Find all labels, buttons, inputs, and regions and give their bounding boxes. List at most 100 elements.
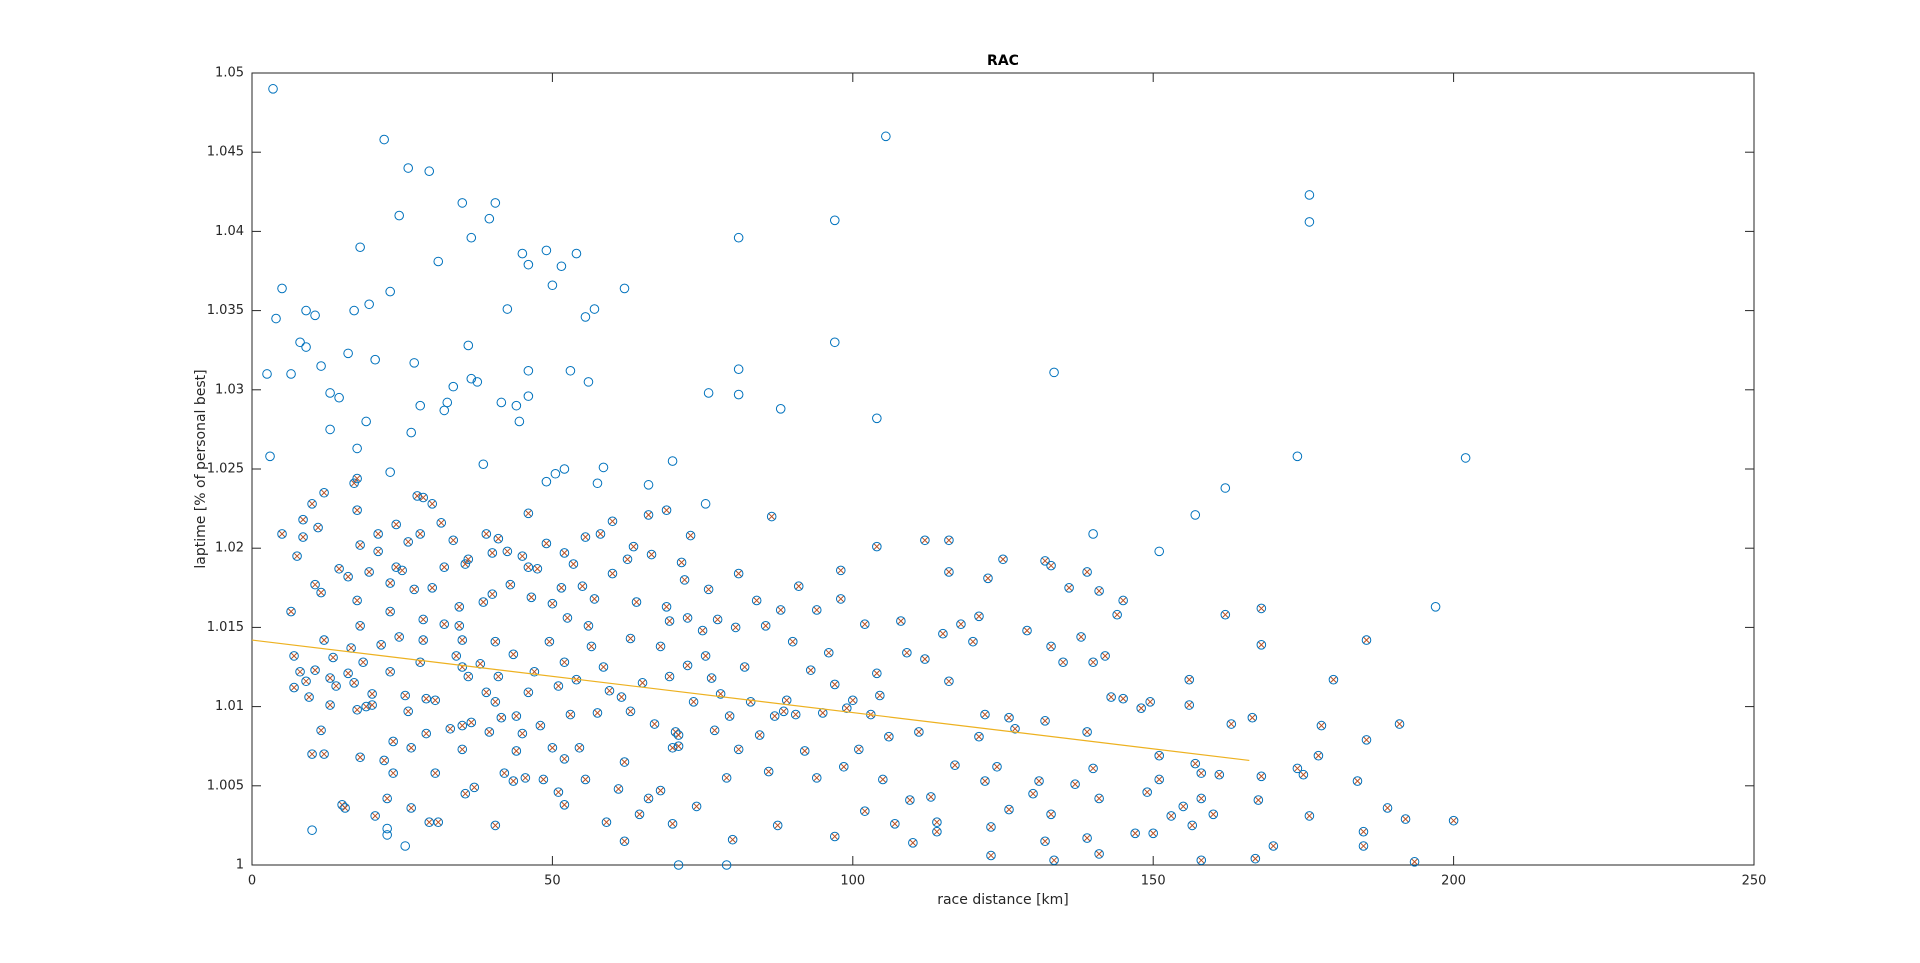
point [319,635,329,645]
circle [1316,720,1327,731]
cross-shade [509,650,517,658]
circle [457,720,468,731]
cross-shade [711,726,718,734]
circle [715,689,726,699]
cross-shade [540,776,547,783]
point [502,546,513,557]
cross-shade [332,682,340,690]
circle [914,727,924,737]
cross-shade [1294,764,1301,772]
cross-shade [765,768,773,775]
cross-shade [524,563,532,571]
circle [1247,712,1258,723]
point [298,532,308,542]
cross-shade [1047,643,1055,650]
point [460,559,471,569]
cross-shade [774,822,782,829]
circle [1214,769,1225,780]
cross-shade [666,673,673,680]
circle [352,704,362,715]
circle [601,817,612,828]
point [703,584,714,595]
point [1250,853,1261,864]
point [436,518,447,528]
point [535,720,546,731]
cross-shade [639,679,646,687]
cross-shade [437,519,445,527]
circle [754,730,765,740]
cross-shade [1119,597,1127,604]
point [1034,776,1044,786]
point [628,541,639,552]
cross-shade [813,774,821,782]
circle [409,584,420,595]
cross-shade [621,758,628,766]
circle [787,636,798,647]
cross-shade [488,549,496,557]
point [733,364,744,375]
cross-shade [1209,810,1217,818]
cross-shade [1050,856,1058,864]
circle [646,549,657,560]
point [547,598,558,609]
cross-shade [969,638,977,646]
cross-shade [669,820,676,828]
cross-shade [308,500,316,508]
cross-shade [428,584,436,592]
point [514,416,525,427]
cross-shade [1089,764,1097,772]
circle [793,581,804,592]
circle [397,565,408,576]
circle [697,625,708,636]
point [1361,735,1372,745]
point [550,468,561,479]
cross-shade [1113,611,1121,619]
cross-shade [975,733,983,741]
point [872,541,882,552]
point [1046,560,1056,571]
cross-shade [518,552,526,560]
cross-shade [999,555,1007,563]
cross-shade [386,608,394,615]
point [523,259,534,270]
cross-shade [624,555,631,563]
circle [589,594,600,604]
circle [682,613,693,623]
circle [289,651,299,661]
circle [1094,586,1104,596]
cross-shade [1185,676,1193,684]
cross-shade [503,547,511,555]
circle [373,529,383,539]
point [379,755,389,766]
circle [685,530,696,541]
point [664,616,675,626]
point [1256,640,1267,650]
point [310,310,320,321]
point [559,657,570,668]
point [370,354,380,365]
point [571,248,582,259]
circle [538,774,549,785]
circle [469,782,480,793]
point [968,636,978,647]
point [295,337,305,348]
circle [932,817,942,828]
cross-shade [675,742,682,750]
cross-shade [957,620,965,628]
point [592,708,603,718]
circle [724,711,735,721]
circle [478,597,489,607]
point [448,535,459,546]
point [1253,795,1264,805]
cross-shade [461,560,469,568]
point [487,548,498,558]
point [914,727,924,737]
cross-shade [807,666,815,674]
cross-shade [861,620,869,628]
point [1166,811,1177,821]
point [490,820,501,831]
point [697,625,708,636]
cross-shade [945,568,953,576]
cross-shade [353,475,361,482]
point [580,774,591,785]
